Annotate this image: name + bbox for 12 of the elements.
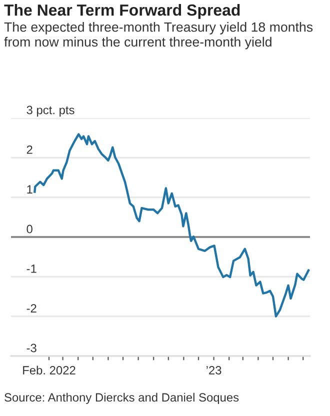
source-note: Source: Anthony Diercks and Daniel Soques [4,392,239,404]
chart-subtitle: The expected three-month Treasury yield 18 months from now minus the current three-month yield [4,22,313,50]
y-tick-label: -3 [26,344,36,352]
chart-title: The Near Term Forward Spread [4,4,240,19]
y-tick-label: -2 [26,304,36,312]
y-tick-label: 3 pct. pts [26,106,74,117]
y-tick-label: 0 [26,224,32,234]
y-tick-label: -1 [26,264,36,273]
y-tick-label: 2 [26,145,32,154]
x-tick-label: Feb. 2022 [23,366,76,374]
y-tick-label: 1 [27,185,32,194]
x-tick-label: ’23 [206,366,222,374]
